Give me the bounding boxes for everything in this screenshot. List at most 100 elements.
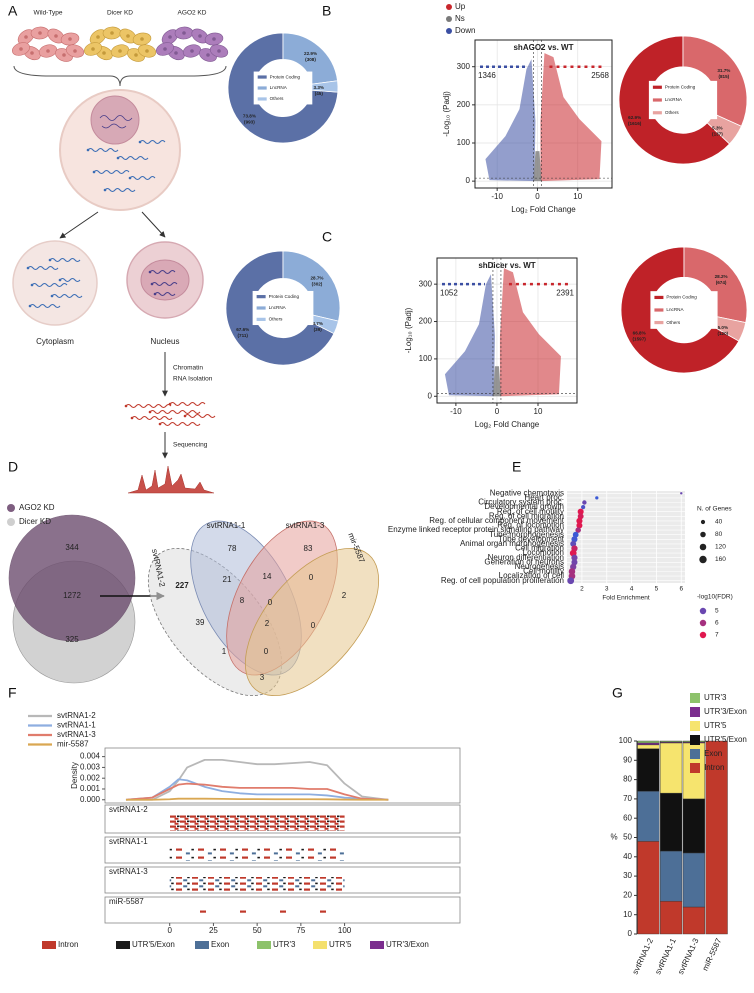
rna-fragment-cap (183, 414, 187, 418)
rna-strand-cap (58, 278, 62, 282)
legend-swatch (313, 941, 327, 949)
ns-cloud (533, 151, 542, 182)
panel-letter: C (322, 229, 332, 245)
rna-fragment-cap (130, 416, 134, 420)
legend-label: Dicer KD (19, 517, 51, 526)
color-legend-dot (699, 607, 707, 615)
slice-count: (993) (244, 119, 255, 124)
up-cloud (540, 53, 602, 182)
rna-strand-cap (116, 156, 120, 160)
cell-nucleus (19, 47, 23, 51)
term-dot (571, 536, 578, 543)
track-label: miR-5587 (109, 897, 144, 906)
rna-strand (104, 188, 136, 192)
up-count: 2568 (591, 71, 609, 80)
legend-label: mir-5587 (57, 740, 89, 749)
legend-swatch (42, 941, 56, 949)
track-label: svtRNA1-3 (109, 867, 148, 876)
legend-swatch (690, 707, 700, 717)
legend-dot (7, 518, 15, 526)
slice-percent: 73.8% (243, 113, 256, 118)
venn-count: 325 (65, 635, 79, 644)
density-line (125, 782, 389, 801)
cell-large (59, 89, 181, 211)
legend-swatch (257, 75, 267, 79)
venn-count: 8 (240, 596, 245, 605)
cell-nucleus (168, 35, 172, 39)
venn-set-label: svtRNA1-3 (286, 521, 325, 530)
term-label: Reg. of cell motility (497, 507, 564, 516)
chromatin-strand-cap (148, 270, 152, 274)
rna-strand (59, 278, 81, 282)
venn-count: 83 (304, 544, 313, 553)
rna-strand (129, 176, 156, 180)
rna-strand-cap (50, 294, 54, 298)
rna-strand (49, 258, 81, 262)
cell-nucleus (96, 35, 100, 39)
legend-label: AGO2 KD (19, 503, 55, 512)
rna-strand-cap (28, 304, 32, 308)
term-dot (582, 500, 587, 505)
term-label: Cell motility (523, 567, 564, 576)
cell-nucleus (190, 49, 194, 53)
slice-count: (674) (716, 280, 727, 285)
slice-percent: 28.7% (310, 275, 323, 280)
y-tick-label: 80 (623, 775, 632, 784)
rna-fragment (169, 402, 206, 406)
legend-swatch (690, 763, 700, 773)
brace (13, 65, 227, 87)
bar-segment (705, 740, 728, 935)
slice-count: (45) (315, 91, 324, 96)
cell-nucleus (24, 35, 28, 39)
legend-swatch (256, 306, 266, 310)
compartment-label: Nucleus (151, 337, 180, 346)
x-tick-label: 3 (605, 586, 609, 593)
rna-strand (27, 266, 59, 270)
rna-strand (29, 304, 61, 308)
legend-swatch (652, 85, 662, 89)
venn-count: 2 (265, 619, 270, 628)
term-label: Localization of cell (499, 571, 565, 580)
slice-percent: 5.3% (712, 125, 722, 130)
color-legend-title: -log10(FDR) (697, 594, 733, 601)
legend-swatch (195, 941, 209, 949)
rna-fragment (184, 414, 216, 418)
y-tick-label: 100 (457, 138, 471, 147)
legend-label: Down (455, 26, 475, 35)
rna-strand-cap (30, 283, 34, 287)
panel-letter: G (612, 685, 623, 701)
x-axis-label: Log₂ Fold Change (511, 205, 576, 214)
density-line (125, 758, 389, 801)
venn-count: 0 (268, 598, 273, 607)
legend-dot (446, 4, 452, 10)
term-label: Tube development (498, 534, 565, 543)
color-legend-dot (699, 619, 707, 627)
rna-strand (87, 148, 119, 152)
read-peaks (127, 465, 215, 494)
cell-nucleus (118, 49, 122, 53)
density-line (125, 797, 389, 801)
term-dot (567, 577, 575, 585)
cell-nucleus (182, 31, 186, 35)
track-label: svtRNA1-2 (109, 805, 148, 814)
step-label: Sequencing (173, 442, 208, 449)
bar-segment (637, 742, 660, 746)
rna-strand (51, 294, 83, 298)
y-tick-label: 60 (623, 813, 632, 822)
legend-label: UTR'5/Exon (132, 940, 175, 949)
term-label: Neuron differentiation (488, 553, 564, 562)
legend-label: UTR'5/Exon (704, 735, 747, 744)
size-legend-title: N. of Genes (697, 506, 732, 513)
up-count: 2391 (556, 288, 574, 297)
color-legend-label: 5 (715, 608, 719, 615)
x-axis-label: Fold Enrichment (602, 595, 650, 602)
y-tick-label: 0.001 (80, 784, 101, 793)
term-dot (680, 492, 683, 495)
x-tick-label: 6 (679, 586, 683, 593)
legend-label: UTR'5 (329, 940, 352, 949)
venn-count: 39 (196, 618, 205, 627)
term-label: Generation of neurons (484, 557, 564, 566)
x-tick-label: 10 (534, 407, 543, 416)
cell-nucleus (91, 47, 95, 51)
legend-label: UTR'3/Exon (704, 707, 747, 716)
